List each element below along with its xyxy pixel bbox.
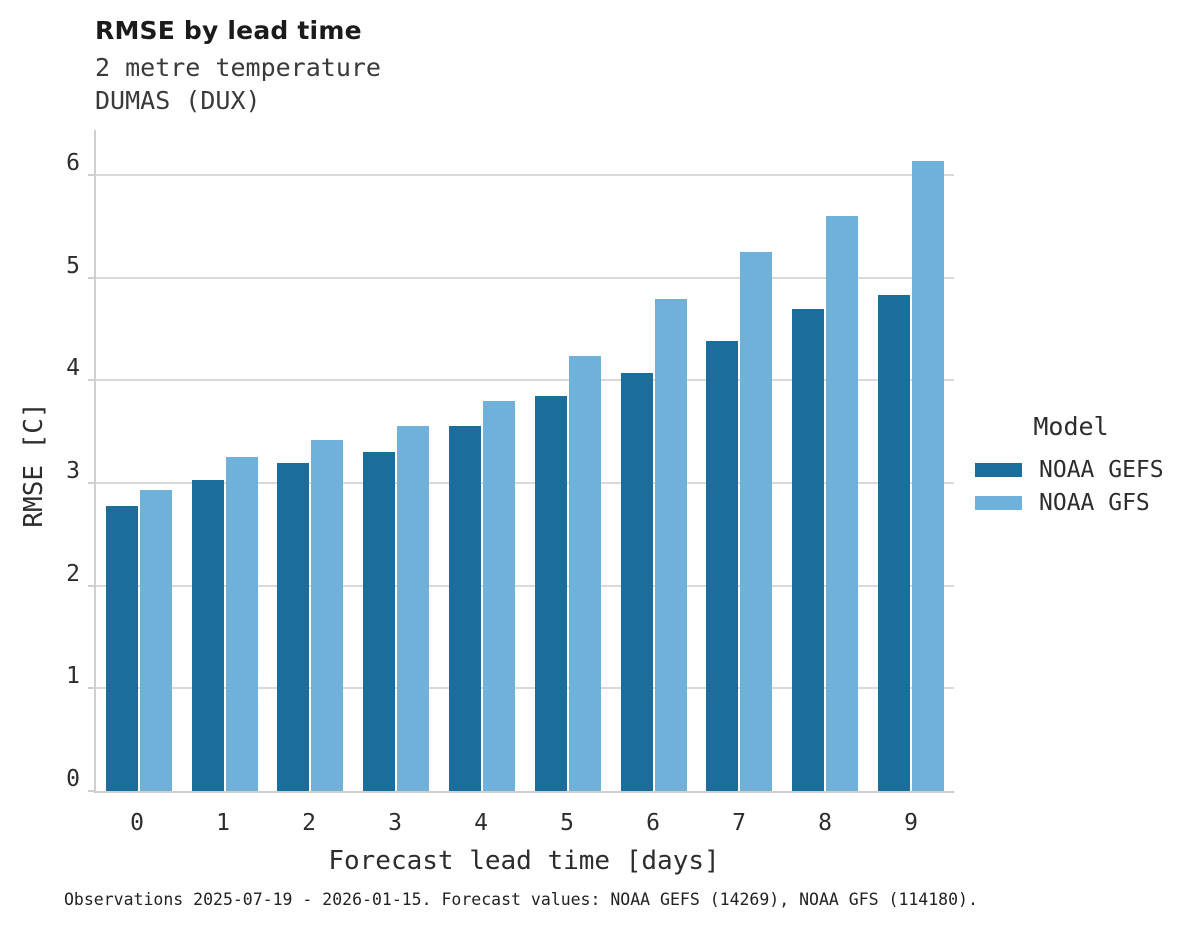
bar-noaa-gfs-day5 <box>568 355 601 791</box>
x-tick-label-7: 7 <box>732 810 746 836</box>
gridline-y-6 <box>96 174 954 177</box>
y-tick-label-1: 1 <box>66 663 80 690</box>
plot-area: 0 1 2 3 4 5 6 <box>66 130 954 793</box>
x-tick-label-3: 3 <box>388 810 402 836</box>
footer-caption: Observations 2025-07-19 - 2026-01-15. Fo… <box>64 890 978 909</box>
x-tick-label-4: 4 <box>474 810 488 836</box>
y-tick-label-2: 2 <box>66 560 80 587</box>
bar-group-3 <box>353 130 439 791</box>
bar-group-6 <box>611 130 697 791</box>
x-tick-label-2: 2 <box>302 810 316 836</box>
x-tick-label-9: 9 <box>904 810 918 836</box>
legend: Model NOAA GEFS NOAA GFS <box>975 412 1167 519</box>
subtitle-line-variable: 2 metre temperature <box>95 53 381 82</box>
subtitle-line-station: DUMAS (DUX) <box>95 86 261 115</box>
y-tick-label-5: 5 <box>66 252 80 279</box>
gridline-y-5 <box>96 276 954 279</box>
bar-group-0 <box>96 130 182 791</box>
y-tick-mark-5 <box>88 276 95 279</box>
bar-noaa-gfs-day7 <box>740 252 773 791</box>
gridline-y-1 <box>96 687 954 690</box>
bar-group-4 <box>439 130 525 791</box>
x-tick-label-8: 8 <box>818 810 832 836</box>
bar-group-2 <box>268 130 354 791</box>
gridline-y-4 <box>96 379 954 382</box>
x-tick-label-6: 6 <box>646 810 660 836</box>
y-tick-label-6: 6 <box>66 150 80 177</box>
y-tick-mark-6 <box>88 174 95 177</box>
bar-group-8 <box>782 130 868 791</box>
y-tick-label-0: 0 <box>66 766 80 792</box>
bar-noaa-gefs-day3 <box>363 452 396 791</box>
bar-noaa-gfs-day2 <box>311 440 344 791</box>
legend-label-noaa-gfs: NOAA GFS <box>1039 489 1150 516</box>
bar-noaa-gfs-day8 <box>826 216 859 791</box>
y-tick-label-4: 4 <box>66 355 80 382</box>
bar-group-7 <box>697 130 783 791</box>
x-tick-label-1: 1 <box>216 810 230 836</box>
x-axis-title: Forecast lead time [days] <box>328 846 720 876</box>
y-tick-mark-4 <box>88 379 95 382</box>
legend-entry-noaa-gfs: NOAA GFS <box>975 486 1167 519</box>
bar-noaa-gefs-day4 <box>449 425 482 791</box>
bar-noaa-gfs-day9 <box>912 160 945 791</box>
y-tick-mark-3 <box>88 482 95 485</box>
bar-noaa-gefs-day2 <box>277 462 310 791</box>
bar-noaa-gefs-day6 <box>620 373 653 791</box>
bar-noaa-gfs-day0 <box>139 490 172 791</box>
legend-swatch-noaa-gefs <box>975 462 1022 477</box>
legend-title: Model <box>1033 412 1109 441</box>
bars-row <box>96 130 954 791</box>
bar-noaa-gefs-day1 <box>191 480 224 791</box>
bar-noaa-gefs-day5 <box>534 395 567 791</box>
gridline-y-2 <box>96 584 954 587</box>
x-tick-label-5: 5 <box>560 810 574 836</box>
x-tick-row: 0 1 2 3 4 5 6 7 8 9 <box>94 810 954 836</box>
bar-group-5 <box>525 130 611 791</box>
bar-noaa-gefs-day7 <box>706 341 739 791</box>
bar-noaa-gefs-day8 <box>792 308 825 791</box>
y-tick-mark-2 <box>88 584 95 587</box>
y-tick-label-3: 3 <box>66 458 80 485</box>
page-title: RMSE by lead time <box>95 16 362 45</box>
bar-noaa-gefs-day0 <box>105 505 138 791</box>
y-tick-mark-1 <box>88 687 95 690</box>
legend-swatch-noaa-gfs <box>975 495 1022 510</box>
y-tick-mark-0 <box>88 790 95 792</box>
bar-group-1 <box>182 130 268 791</box>
gridline-y-3 <box>96 482 954 485</box>
bar-noaa-gefs-day9 <box>878 295 911 791</box>
legend-label-noaa-gefs: NOAA GEFS <box>1039 456 1164 483</box>
legend-entry-noaa-gefs: NOAA GEFS <box>975 453 1167 486</box>
bar-group-9 <box>868 130 954 791</box>
bar-noaa-gfs-day6 <box>654 299 687 791</box>
bar-noaa-gfs-day1 <box>225 457 258 791</box>
bar-noaa-gfs-day3 <box>397 425 430 791</box>
chart-subtitle: 2 metre temperature DUMAS (DUX) <box>95 51 381 117</box>
bar-noaa-gfs-day4 <box>483 401 516 791</box>
x-tick-label-0: 0 <box>130 810 144 836</box>
